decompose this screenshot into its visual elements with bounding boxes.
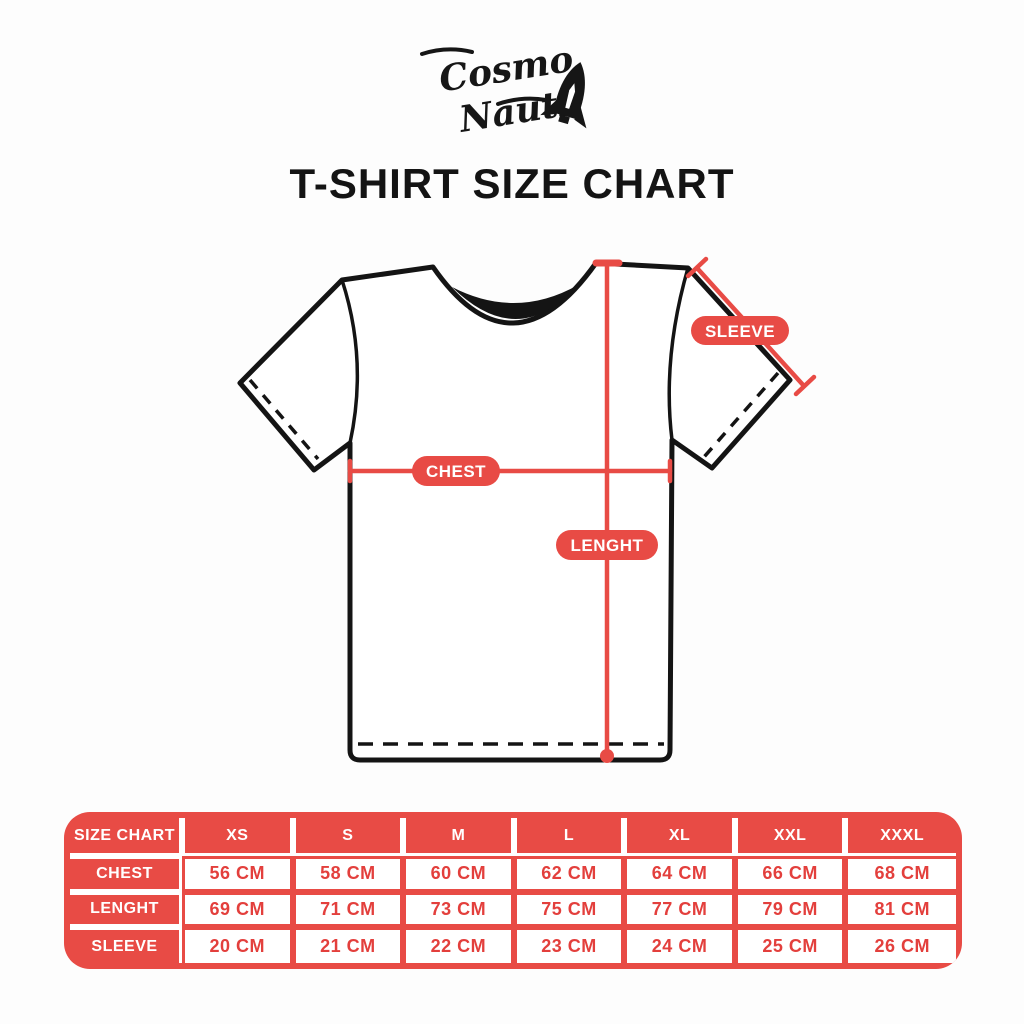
- length-label-pill: [556, 530, 658, 560]
- chest-xxl: 66 CM: [734, 856, 846, 892]
- tshirt-diagram: CHEST LENGHT SLEEVE: [237, 256, 817, 763]
- chest-label: CHEST: [426, 462, 486, 481]
- table-header-xxl: XXL: [734, 818, 846, 856]
- length-m: 73 CM: [403, 891, 514, 928]
- size-table: SIZE CHART XS S M L XL XXL XXXL CHEST 56…: [64, 812, 962, 969]
- logo-swash: [420, 47, 474, 56]
- table-header-xxxl: XXXL: [845, 818, 956, 856]
- sleeve-label-pill: [691, 316, 789, 345]
- sleeve-xxl: 25 CM: [734, 927, 846, 963]
- collar-shading: [452, 285, 578, 320]
- chest-xs: 56 CM: [182, 856, 293, 892]
- size-table-grid: SIZE CHART XS S M L XL XXL XXXL CHEST 56…: [70, 818, 956, 963]
- length-s: 71 CM: [292, 891, 404, 928]
- chest-label-pill: [412, 456, 500, 486]
- page-title: T-SHIRT SIZE CHART: [289, 160, 735, 207]
- length-xxl: 79 CM: [734, 891, 846, 928]
- row-label-sleeve: SLEEVE: [70, 927, 182, 963]
- tshirt-outline: [237, 260, 793, 763]
- table-header-m: M: [403, 818, 514, 856]
- table-header-size-chart: SIZE CHART: [70, 818, 182, 856]
- chest-xxxl: 68 CM: [845, 856, 956, 892]
- sleeve-xl: 24 CM: [624, 927, 735, 963]
- right-sleeve-seam: [667, 267, 690, 441]
- chest-xl: 64 CM: [624, 856, 735, 892]
- sleeve-xs: 20 CM: [182, 927, 293, 963]
- row-label-chest: CHEST: [70, 856, 182, 892]
- sleeve-s: 21 CM: [292, 927, 404, 963]
- sleeve-label: SLEEVE: [705, 322, 775, 341]
- sleeve-l: 23 CM: [513, 927, 625, 963]
- length-l: 75 CM: [513, 891, 625, 928]
- length-xxxl: 81 CM: [845, 891, 956, 928]
- cosmonauts-logo: Cosmo Nauts: [420, 38, 587, 141]
- table-header-l: L: [513, 818, 625, 856]
- length-xs: 69 CM: [182, 891, 293, 928]
- logo-underline-swash: [496, 96, 548, 106]
- sleeve-m: 22 CM: [403, 927, 514, 963]
- length-label: LENGHT: [571, 536, 644, 555]
- table-header-xs: XS: [182, 818, 293, 856]
- sleeve-tick-bottom: [793, 374, 817, 397]
- left-sleeve-hem-dashed: [248, 378, 320, 461]
- sleeve-tick-top: [685, 256, 709, 279]
- table-header-xl: XL: [624, 818, 735, 856]
- chest-s: 58 CM: [292, 856, 404, 892]
- length-xl: 77 CM: [624, 891, 735, 928]
- row-label-length: LENGHT: [70, 891, 182, 928]
- left-sleeve-seam: [340, 279, 360, 444]
- chest-m: 60 CM: [403, 856, 514, 892]
- chest-l: 62 CM: [513, 856, 625, 892]
- table-header-s: S: [292, 818, 404, 856]
- sleeve-xxxl: 26 CM: [845, 927, 956, 963]
- length-endpoint-dot: [600, 749, 614, 763]
